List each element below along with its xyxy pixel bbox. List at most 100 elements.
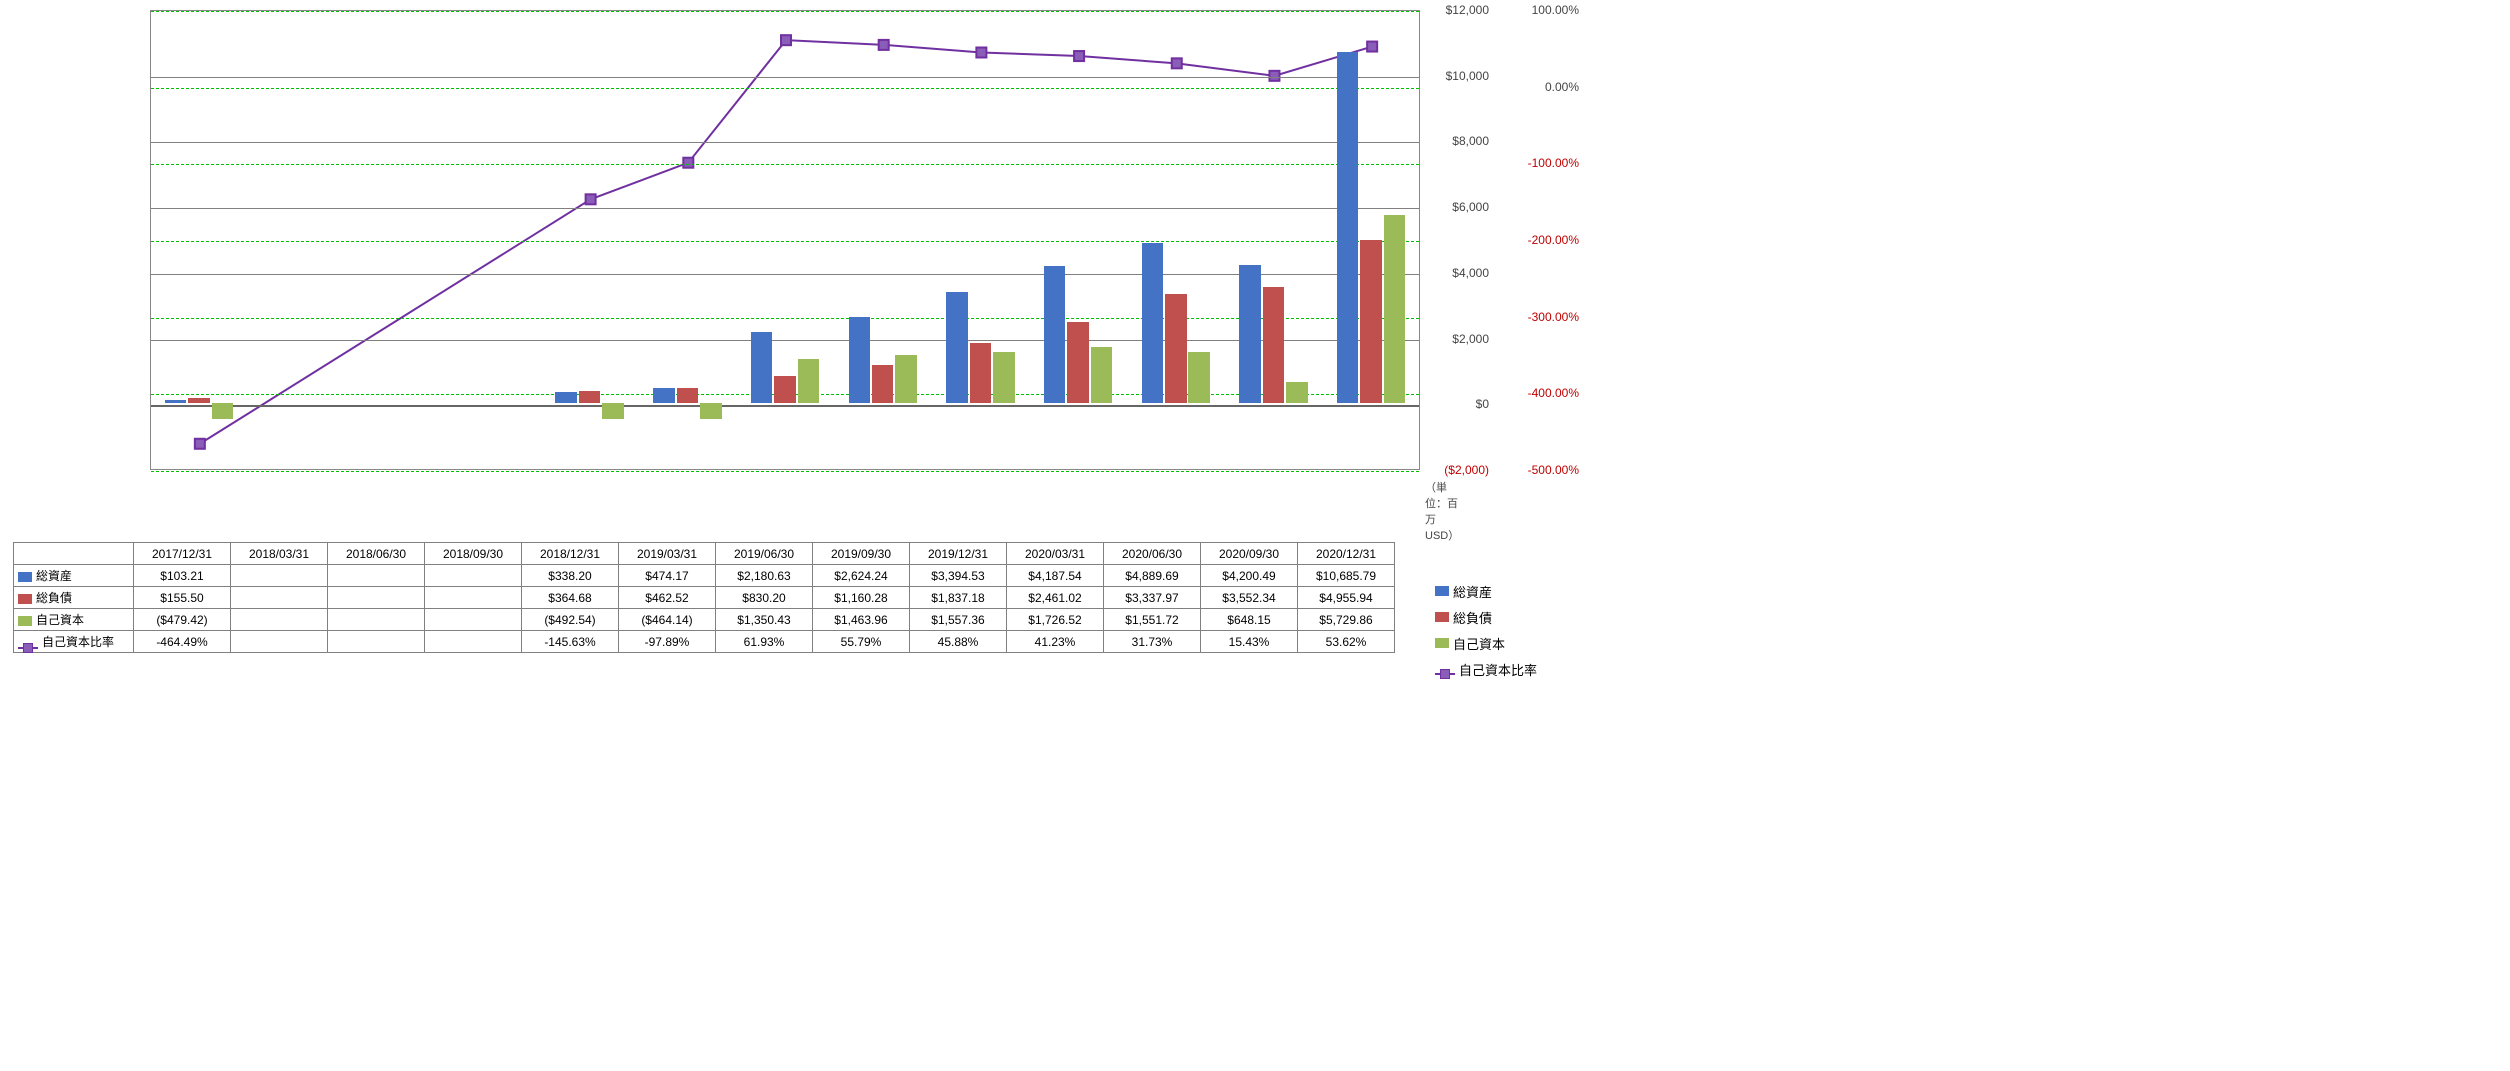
bar-equity [1384,215,1405,403]
table-cell: 61.93% [716,631,813,653]
bar-equity [895,355,916,403]
marker-equity-ratio [1367,42,1377,52]
table-cell [425,587,522,609]
table-header-cell: 2018/06/30 [328,543,425,565]
table-cell [425,631,522,653]
bar-total_liabilities [188,398,209,403]
table-header-cell: 2018/09/30 [425,543,522,565]
y-right-tick-label: 0.00% [1499,80,1579,94]
table-header-cell: 2020/12/31 [1298,543,1395,565]
bar-equity [602,403,623,419]
bar-total_liabilities [1263,287,1284,404]
table-row: 総資産$103.21$338.20$474.17$2,180.63$2,624.… [14,565,1395,587]
table-header-cell: 2020/03/31 [1007,543,1104,565]
chart-area: ($2,000)$0$2,000$4,000$6,000$8,000$10,00… [150,0,1420,540]
table-header-cell: 2019/09/30 [813,543,910,565]
table-cell: $364.68 [522,587,619,609]
gridline-dashed [151,11,1419,12]
table-cell [231,631,328,653]
gridline-solid [151,340,1419,341]
bar-total_liabilities [872,365,893,403]
y-right-tick-label: -300.00% [1499,310,1579,324]
gridline-dashed [151,241,1419,242]
table-cell: 45.88% [910,631,1007,653]
zero-line [151,405,1419,407]
table-row: 自己資本比率-464.49%-145.63%-97.89%61.93%55.79… [14,631,1395,653]
table-cell: $2,624.24 [813,565,910,587]
table-cell: $1,160.28 [813,587,910,609]
legend-row: 総資産 [1435,578,1537,604]
bar-total_assets [555,392,576,403]
y-left-tick-label: $6,000 [1429,200,1489,214]
table-row: 総負債$155.50$364.68$462.52$830.20$1,160.28… [14,587,1395,609]
y-left-tick-label: $2,000 [1429,332,1489,346]
y-right-tick-label: -200.00% [1499,233,1579,247]
table-cell: $2,180.63 [716,565,813,587]
table-cell: $830.20 [716,587,813,609]
legend-label: 総負債 [1453,608,1492,627]
table-cell: $4,889.69 [1104,565,1201,587]
bar-total_assets [653,388,674,404]
bar-total_liabilities [1067,322,1088,403]
table-cell [328,565,425,587]
table-row: 自己資本($479.42)($492.54)($464.14)$1,350.43… [14,609,1395,631]
table-cell: $4,187.54 [1007,565,1104,587]
bar-equity [1188,352,1209,403]
table-cell [328,609,425,631]
table-cell: $1,726.52 [1007,609,1104,631]
unit-label: （単位：百万USD） [1425,479,1459,543]
y-right-tick-label: 100.00% [1499,3,1579,17]
gridline-solid [151,77,1419,78]
bar-equity [212,403,233,419]
table-cell: ($492.54) [522,609,619,631]
bar-equity [700,403,721,418]
bar-total_liabilities [774,376,795,403]
legend-label: 自己資本比率 [1459,660,1537,679]
legend-row: 自己資本 [1435,630,1537,656]
gridline-dashed [151,471,1419,472]
table-cell [231,609,328,631]
table-cell: $3,552.34 [1201,587,1298,609]
series-label: 自己資本 [36,613,84,627]
table-cell: 55.79% [813,631,910,653]
table-cell [328,631,425,653]
marker-equity-ratio [195,439,205,449]
y-left-tick-label: $10,000 [1429,69,1489,83]
series-label: 総負債 [36,591,72,605]
gridline-dashed [151,318,1419,319]
bar-total_liabilities [579,391,600,403]
table-cell: $648.15 [1201,609,1298,631]
bar-total_assets [946,292,967,404]
table-row-label: 総負債 [14,587,134,609]
y-left-tick-label: $12,000 [1429,3,1489,17]
table-cell: $2,461.02 [1007,587,1104,609]
bar-equity [993,352,1014,403]
y-right-tick-label: -100.00% [1499,156,1579,170]
table-cell: ($479.42) [134,609,231,631]
series-label: 自己資本比率 [42,635,114,649]
marker-equity-ratio [781,35,791,45]
table-cell: $10,685.79 [1298,565,1395,587]
gridline-solid [151,208,1419,209]
data-table: 2017/12/312018/03/312018/06/302018/09/30… [13,542,1395,653]
table-header-cell: 2020/06/30 [1104,543,1201,565]
table-cell [231,587,328,609]
table-cell: 15.43% [1201,631,1298,653]
table-row-label: 自己資本 [14,609,134,631]
table-cell: -145.63% [522,631,619,653]
table-cell: 41.23% [1007,631,1104,653]
table-cell: $4,200.49 [1201,565,1298,587]
table-cell: ($464.14) [619,609,716,631]
table-cell: $474.17 [619,565,716,587]
table-cell: $103.21 [134,565,231,587]
table-header-cell: 2019/06/30 [716,543,813,565]
marker-equity-ratio [879,40,889,50]
marker-equity-ratio [976,47,986,57]
y-left-tick-label: $0 [1429,397,1489,411]
table-header-cell: 2020/09/30 [1201,543,1298,565]
table-cell: $3,337.97 [1104,587,1201,609]
marker-equity-ratio [586,194,596,204]
gridline-solid [151,274,1419,275]
table-cell: $5,729.86 [1298,609,1395,631]
table-cell: $3,394.53 [910,565,1007,587]
